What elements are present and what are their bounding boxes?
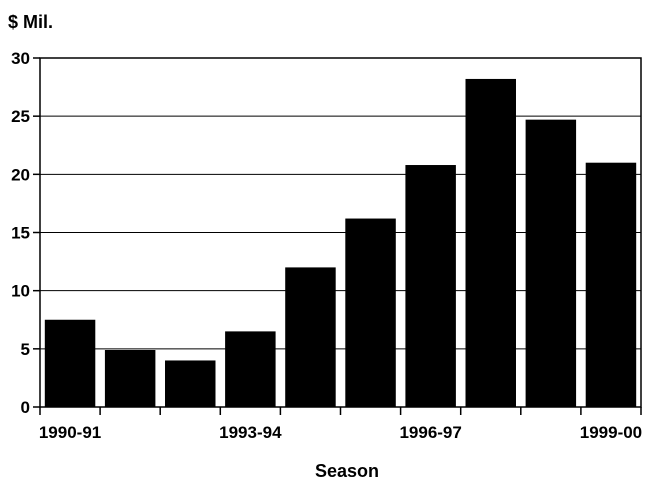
bar bbox=[285, 267, 336, 407]
bar bbox=[104, 349, 156, 407]
bar bbox=[405, 165, 456, 407]
y-tick-label: 15 bbox=[11, 224, 30, 243]
y-tick-label: 5 bbox=[21, 340, 30, 359]
bars bbox=[44, 78, 637, 407]
y-tick-label: 30 bbox=[11, 49, 30, 68]
bar bbox=[525, 119, 577, 407]
bar bbox=[165, 360, 216, 407]
y-axis-ticks: 0 5 10 15 20 25 30 bbox=[11, 49, 40, 417]
y-tick-label: 25 bbox=[11, 107, 30, 126]
bar bbox=[345, 218, 396, 407]
bar bbox=[585, 162, 637, 407]
bar bbox=[225, 331, 276, 407]
x-tick-label: 1996-97 bbox=[399, 423, 461, 442]
x-tick-label: 1993-94 bbox=[219, 423, 282, 442]
bar bbox=[44, 319, 96, 407]
x-tick-label: 1990-91 bbox=[39, 423, 101, 442]
y-axis-label: $ Mil. bbox=[8, 12, 53, 32]
y-tick-label: 0 bbox=[21, 398, 30, 417]
y-tick-label: 10 bbox=[11, 282, 30, 301]
x-tick-label: 1999-00 bbox=[580, 423, 642, 442]
bar bbox=[465, 78, 516, 407]
x-axis-ticks: 1990-91 1993-94 1996-97 1999-00 bbox=[39, 407, 642, 442]
x-axis-label: Season bbox=[315, 461, 379, 479]
y-tick-label: 20 bbox=[11, 165, 30, 184]
